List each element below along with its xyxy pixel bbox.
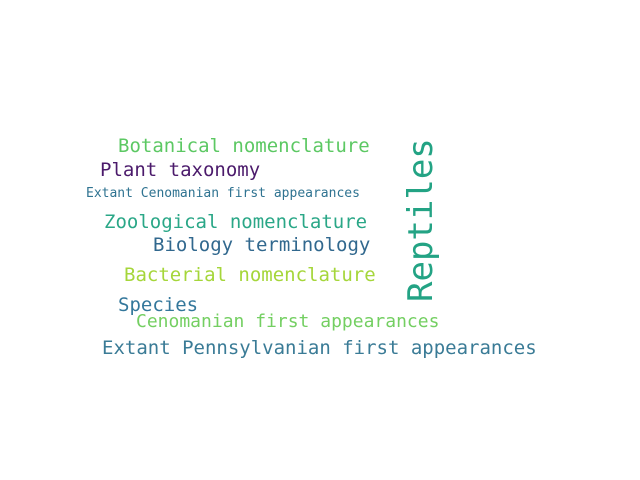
word-plant-taxonomy: Plant taxonomy (100, 159, 261, 181)
word-reptiles: Reptiles (401, 138, 441, 302)
word-bacterial-nomenclature: Bacterial nomenclature (124, 264, 376, 286)
word-extant-cenomanian-first-appearances: Extant Cenomanian first appearances (86, 186, 360, 201)
word-species: Species (118, 294, 199, 316)
word-extant-pennsylvanian-first-appearances: Extant Pennsylvanian first appearances (102, 337, 537, 359)
word-botanical-nomenclature: Botanical nomenclature (118, 135, 370, 157)
word-biology-terminology: Biology terminology (153, 234, 371, 256)
word-cenomanian-first-appearances: Cenomanian first appearances (136, 311, 440, 332)
word-zoological-nomenclature: Zoological nomenclature (104, 211, 368, 233)
